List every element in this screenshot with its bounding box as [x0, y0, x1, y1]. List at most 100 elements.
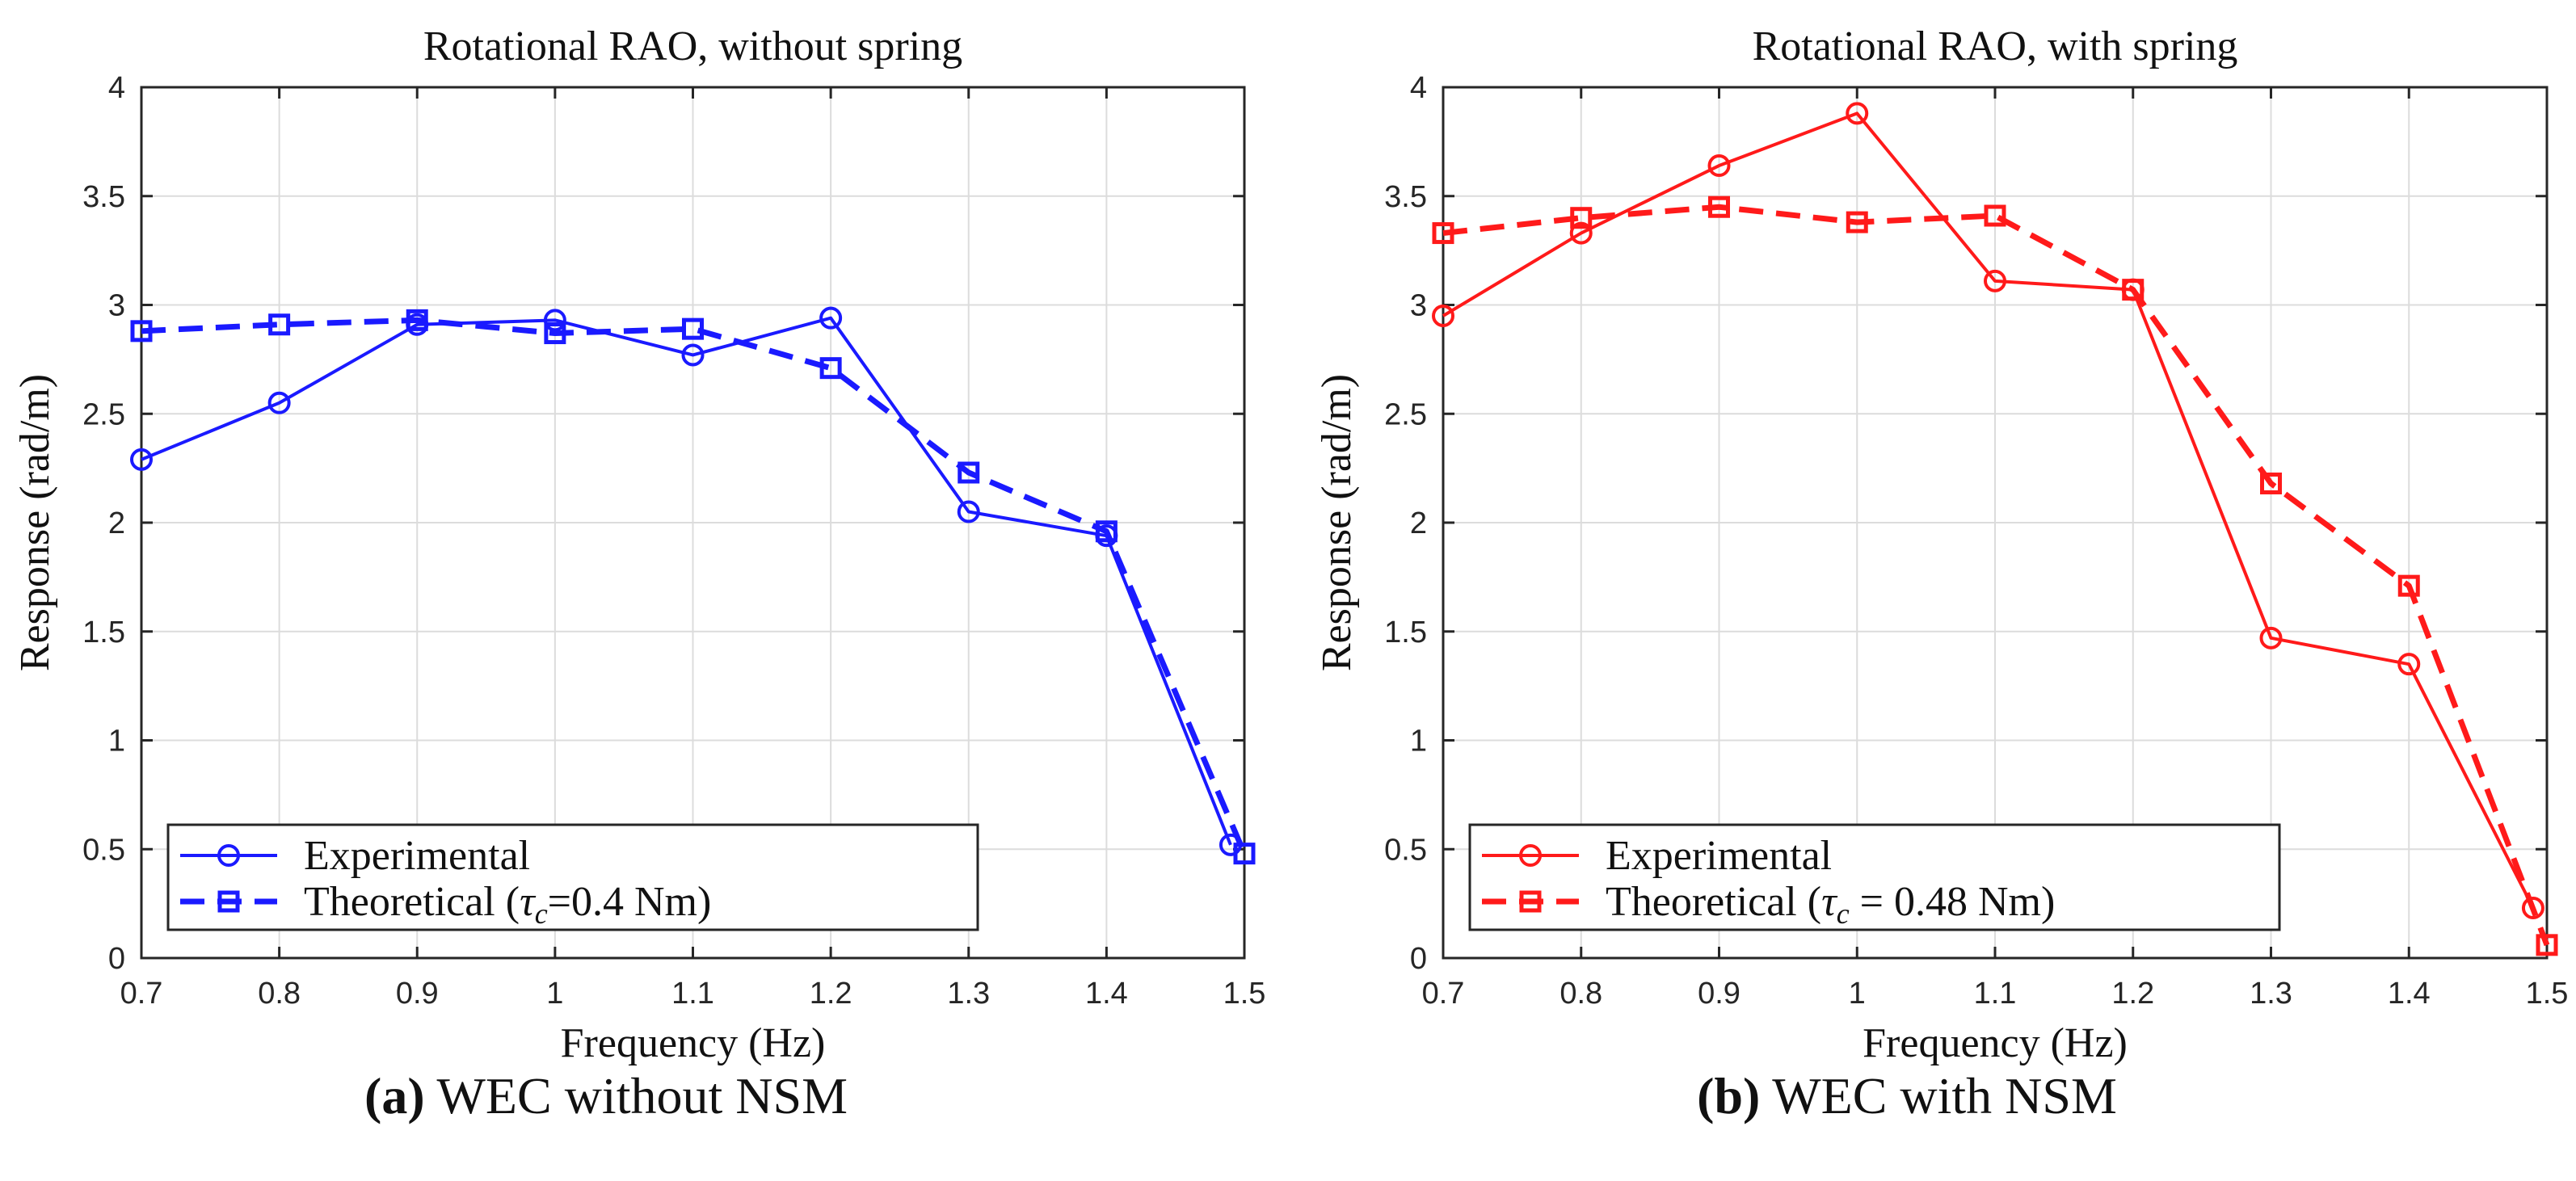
caption-b-text: WEC with NSM — [1760, 1067, 2117, 1124]
data-point-circle — [957, 500, 980, 523]
y-tick-label: 1 — [108, 725, 125, 759]
series-experimental — [1432, 102, 2544, 920]
chart-title: Rotational RAO, without spring — [423, 23, 962, 69]
data-point-square — [1984, 204, 2006, 227]
y-tick-label: 4 — [1410, 71, 1427, 105]
data-point-circle — [1984, 269, 2006, 292]
data-point-square — [1708, 195, 1730, 218]
data-point-circle — [543, 309, 566, 332]
y-axis-label: Response (rad/m) — [1314, 374, 1360, 671]
data-point-circle — [1569, 221, 1593, 245]
data-point-square — [544, 322, 566, 345]
data-point-square — [2122, 279, 2145, 301]
y-tick-label: 2.5 — [1384, 397, 1427, 431]
data-point-circle — [1432, 304, 1454, 327]
y-tick-label: 4 — [108, 71, 125, 105]
chart-b: 0.7 0.8 0.9 1 1.1 1.2 1.3 1.4 1.5 0 0.5 1 1.5 2 2.5 3 3.… — [1314, 23, 2568, 1066]
series-line — [1442, 111, 2535, 909]
x-tick-label: 1.3 — [2250, 977, 2292, 1011]
series-line — [1442, 204, 2550, 947]
x-tick-label: 1.4 — [1085, 977, 1128, 1011]
x-tick-label: 1.5 — [2526, 977, 2569, 1011]
caption-a-text: WEC without NSM — [424, 1067, 848, 1124]
x-axis-label: Frequency (Hz) — [1863, 1020, 2128, 1066]
data-point-circle — [1846, 102, 1869, 125]
data-point-circle — [1707, 154, 1731, 178]
data-point-square — [682, 317, 704, 340]
y-tick-label: 1.5 — [82, 616, 125, 649]
y-tick-label: 0 — [1410, 942, 1427, 976]
data-point-square — [2397, 574, 2420, 597]
y-tick-label: 3 — [1410, 289, 1427, 323]
y-tick-label: 2 — [108, 506, 125, 540]
y-tick-label: 1.5 — [1384, 616, 1427, 649]
y-tick-label: 3.5 — [1384, 180, 1427, 214]
legend-label-theoretical: Theoretical (τc=0.4 Nm) — [304, 879, 711, 930]
data-point-square — [406, 309, 428, 331]
data-point-circle — [2521, 897, 2544, 920]
legend-marker-square — [217, 890, 240, 913]
x-tick-label: 0.9 — [396, 977, 439, 1011]
series-experimental — [130, 306, 1242, 856]
chart-a: 0.7 0.8 0.9 1 1.1 1.2 1.3 1.4 1.5 0 0.5 1 1.5 2 2.5 3 3.… — [12, 23, 1265, 1066]
x-tick-label: 1.2 — [2111, 977, 2154, 1011]
data-point-circle — [2397, 653, 2421, 676]
legend-label-experimental: Experimental — [304, 833, 530, 879]
data-point-circle — [681, 343, 705, 367]
x-tick-label: 1.1 — [1974, 977, 2017, 1011]
y-axis-label: Response (rad/m) — [12, 374, 58, 671]
caption-a: (a) WEC without NSM — [0, 1066, 1212, 1126]
x-tick-label: 1.5 — [1223, 977, 1266, 1011]
caption-b-letter: (b) — [1697, 1067, 1761, 1124]
x-tick-label: 0.8 — [258, 977, 301, 1011]
legend-marker-circle — [1519, 844, 1542, 867]
x-tick-label: 1.2 — [810, 977, 852, 1011]
legend-label-theoretical: Theoretical (τc = 0.48 Nm) — [1606, 879, 2055, 930]
data-point-square — [2260, 472, 2282, 494]
caption-b: (b) WEC with NSM — [1301, 1066, 2513, 1126]
x-tick-label: 1.3 — [947, 977, 990, 1011]
data-point-square — [1432, 222, 1454, 245]
x-tick-label: 0.7 — [1422, 977, 1465, 1011]
x-tick-label: 0.8 — [1559, 977, 1602, 1011]
data-point-square — [958, 461, 980, 484]
chart-title: Rotational RAO, with spring — [1753, 23, 2238, 69]
data-point-square — [268, 313, 291, 336]
data-point-square — [1095, 520, 1118, 543]
series-line — [141, 317, 1248, 855]
legend-box — [1468, 823, 2281, 931]
y-tick-label: 2.5 — [82, 397, 125, 431]
x-tick-label: 1.4 — [2388, 977, 2431, 1011]
series-theoretical — [130, 309, 1256, 865]
series-theoretical — [1432, 195, 2558, 956]
data-point-square — [1570, 207, 1593, 229]
legend-marker-square — [1519, 890, 1542, 913]
y-tick-label: 3 — [108, 289, 125, 323]
series-line — [141, 316, 1232, 846]
data-point-square — [1233, 843, 1256, 865]
x-tick-label: 1 — [1849, 977, 1866, 1011]
y-tick-label: 0.5 — [1384, 833, 1427, 867]
y-tick-label: 3.5 — [82, 180, 125, 214]
y-tick-label: 1 — [1410, 725, 1427, 759]
y-tick-label: 0.5 — [82, 833, 125, 867]
data-point-square — [130, 320, 153, 343]
y-tick-label: 0 — [108, 942, 125, 976]
y-tick-label: 2 — [1410, 506, 1427, 540]
x-tick-label: 1 — [546, 977, 563, 1011]
data-point-circle — [2259, 626, 2283, 649]
x-tick-label: 1.1 — [671, 977, 714, 1011]
x-tick-label: 0.7 — [120, 977, 163, 1011]
caption-a-letter: (a) — [364, 1067, 425, 1124]
data-point-circle — [130, 448, 153, 471]
legend-marker-circle — [217, 844, 240, 867]
legend-box — [166, 823, 979, 931]
x-axis-label: Frequency (Hz) — [561, 1020, 826, 1066]
data-point-circle — [267, 391, 291, 414]
data-point-circle — [819, 306, 843, 330]
legend-label-experimental: Experimental — [1606, 833, 1832, 879]
x-tick-label: 0.9 — [1698, 977, 1740, 1011]
